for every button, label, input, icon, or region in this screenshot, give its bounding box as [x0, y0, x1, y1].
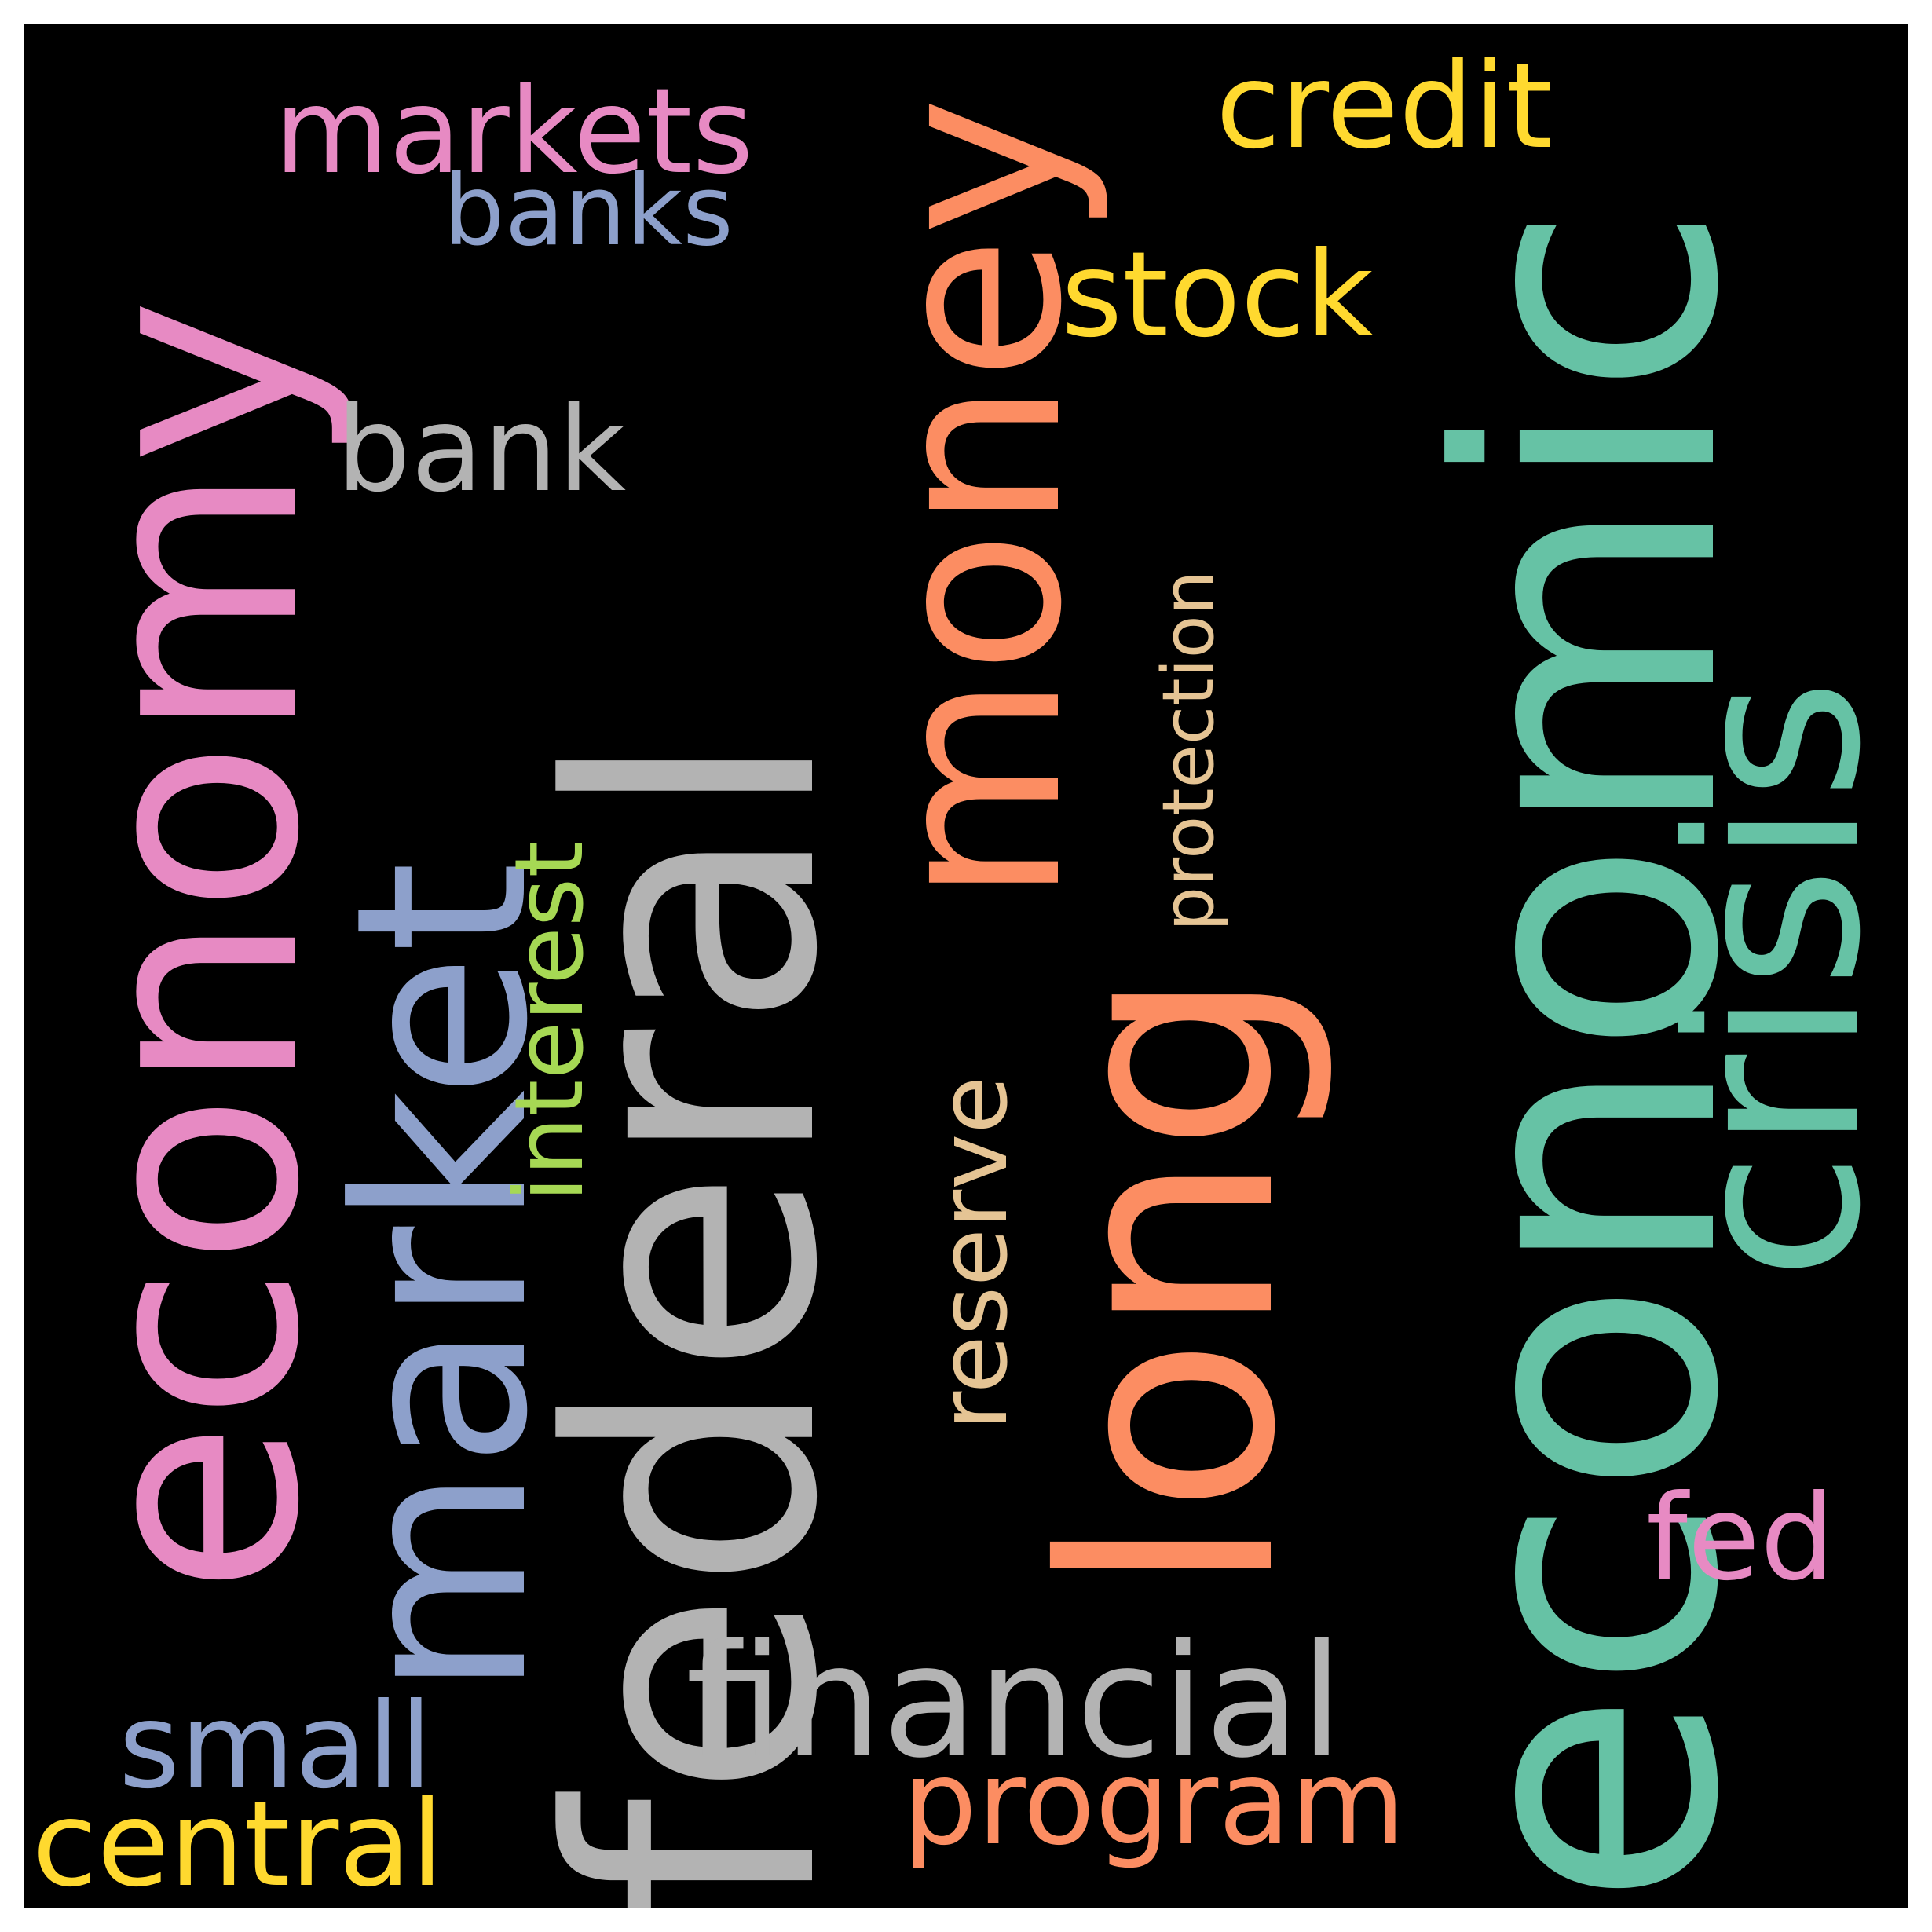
word-long: long [1002, 968, 1340, 1595]
word-banks: banks [443, 155, 734, 268]
word-markets: markets [274, 64, 754, 200]
word-central: central [32, 1776, 444, 1908]
word-reserve: reserve [920, 1075, 1029, 1430]
word-small: small [119, 1678, 433, 1815]
word-credit: credit [1216, 38, 1553, 175]
word-protection: protection [1147, 570, 1230, 931]
word-program: program [902, 1735, 1406, 1872]
word-bank: bank [336, 382, 627, 518]
word-fed: fed [1646, 1470, 1835, 1607]
word-economy: economy [32, 298, 361, 1595]
word-money: money [840, 96, 1114, 904]
word-crisis: crisis [1638, 678, 1908, 1281]
word-stock: stock [1061, 227, 1374, 364]
word-financial: financial [686, 1611, 1344, 1792]
word-interest: interest [496, 840, 605, 1202]
word-cloud: federal economic economy long market mon… [24, 24, 1908, 1908]
